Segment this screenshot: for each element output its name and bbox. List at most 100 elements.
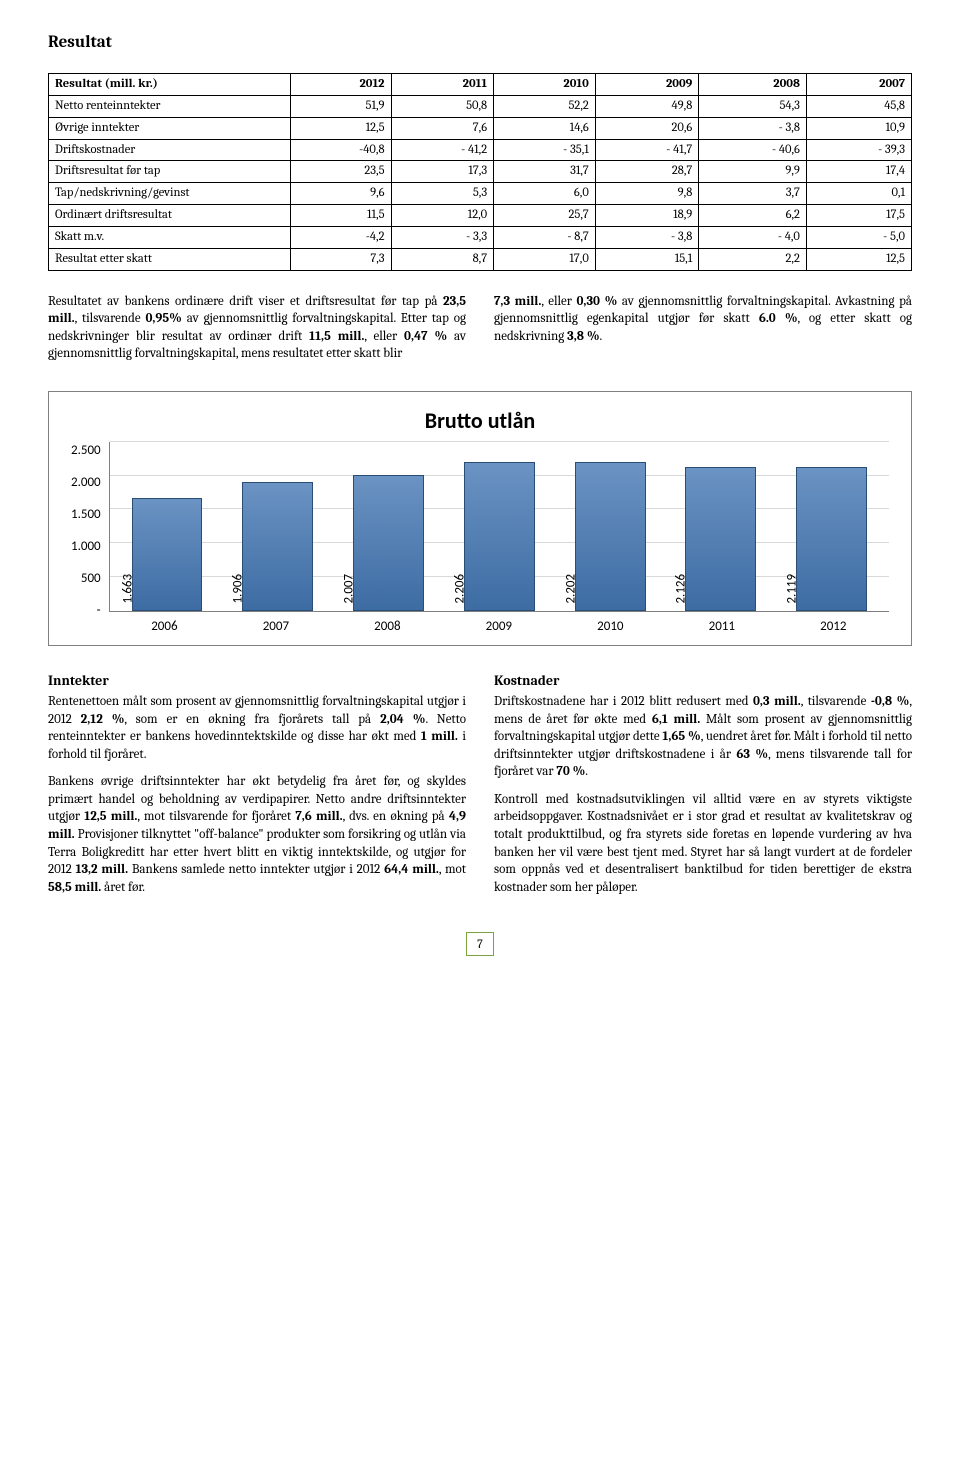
table-cell: - 5,0 bbox=[806, 227, 911, 249]
body-paragraph: Bankens øvrige driftsinntekter har økt b… bbox=[48, 773, 466, 896]
table-cell: 8,7 bbox=[391, 248, 494, 270]
body-paragraph: Driftskostnadene har i 2012 blitt reduse… bbox=[494, 693, 912, 781]
table-cell: 23,5 bbox=[290, 161, 391, 183]
chart-bar: 2.206 bbox=[464, 462, 535, 611]
table-row: Øvrige inntekter12,57,614,620,6- 3,810,9 bbox=[49, 117, 912, 139]
table-row: Ordinært driftsresultat11,512,025,718,96… bbox=[49, 205, 912, 227]
table-cell: 17,4 bbox=[806, 161, 911, 183]
table-cell: 54,3 bbox=[699, 95, 807, 117]
table-row-label: Driftsresultat før tap bbox=[49, 161, 291, 183]
section-heading-resultat: Resultat bbox=[48, 32, 912, 55]
chart-bar-value-label: 2.119 bbox=[784, 574, 802, 604]
table-cell: 17,3 bbox=[391, 161, 494, 183]
resultat-table: Resultat (mill. kr.)20122011201020092008… bbox=[48, 73, 912, 271]
table-header-label: Resultat (mill. kr.) bbox=[49, 73, 291, 95]
chart-bar-slot: 2.119 bbox=[776, 442, 887, 611]
chart-x-axis: 2006200720082009201020112012 bbox=[109, 618, 889, 636]
table-cell: - 4,0 bbox=[699, 227, 807, 249]
chart-bar: 2.126 bbox=[685, 467, 756, 611]
y-tick-label: 2.000 bbox=[71, 474, 101, 492]
body-paragraph: Kontroll med kostnadsutviklingen vil all… bbox=[494, 791, 912, 896]
table-cell: 3,7 bbox=[699, 183, 807, 205]
x-tick-label: 2010 bbox=[555, 618, 666, 636]
table-cell: - 3,3 bbox=[391, 227, 494, 249]
chart-bar: 1.906 bbox=[242, 482, 313, 611]
page-footer: 7 bbox=[48, 932, 912, 956]
chart-bar: 2.202 bbox=[575, 462, 646, 611]
table-cell: 9,9 bbox=[699, 161, 807, 183]
table-cell: 2,2 bbox=[699, 248, 807, 270]
chart-container: Brutto utlån 2.5002.0001.5001.000500- 1.… bbox=[48, 391, 912, 646]
table-cell: 6,2 bbox=[699, 205, 807, 227]
table-cell: 12,5 bbox=[290, 117, 391, 139]
x-tick-label: 2011 bbox=[666, 618, 777, 636]
table-cell: 49,8 bbox=[595, 95, 698, 117]
table-row: Resultat etter skatt7,38,717,015,12,212,… bbox=[49, 248, 912, 270]
section-heading-inntekter: Inntekter bbox=[48, 672, 466, 691]
chart-bar-slot: 2.007 bbox=[333, 442, 444, 611]
table-cell: -4,2 bbox=[290, 227, 391, 249]
mid-text-columns: Resultatet av bankens ordinære drift vis… bbox=[48, 293, 912, 373]
lower-text-columns: Inntekter Rentenettoen målt som prosent … bbox=[48, 672, 912, 906]
table-header-year: 2011 bbox=[391, 73, 494, 95]
chart-plot: 1.663 1.906 2.007 2.206 2.202 2.126 2.119 bbox=[109, 442, 889, 612]
table-cell: 9,6 bbox=[290, 183, 391, 205]
table-cell: 18,9 bbox=[595, 205, 698, 227]
table-row: Driftskostnader-40,8- 41,2- 35,1- 41,7- … bbox=[49, 139, 912, 161]
table-cell: 20,6 bbox=[595, 117, 698, 139]
table-cell: 52,2 bbox=[494, 95, 596, 117]
table-cell: 45,8 bbox=[806, 95, 911, 117]
table-cell: 28,7 bbox=[595, 161, 698, 183]
table-row-label: Øvrige inntekter bbox=[49, 117, 291, 139]
table-cell: 51,9 bbox=[290, 95, 391, 117]
table-cell: 12,0 bbox=[391, 205, 494, 227]
table-cell: 5,3 bbox=[391, 183, 494, 205]
table-header-year: 2009 bbox=[595, 73, 698, 95]
y-tick-label: - bbox=[97, 602, 101, 620]
table-cell: - 40,6 bbox=[699, 139, 807, 161]
table-cell: -40,8 bbox=[290, 139, 391, 161]
chart-bar-value-label: 2.202 bbox=[562, 574, 580, 604]
table-row: Netto renteinntekter51,950,852,249,854,3… bbox=[49, 95, 912, 117]
table-cell: 0,1 bbox=[806, 183, 911, 205]
table-cell: 7,6 bbox=[391, 117, 494, 139]
table-cell: 9,8 bbox=[595, 183, 698, 205]
chart-bar-value-label: 2.126 bbox=[673, 574, 691, 604]
table-header-year: 2007 bbox=[806, 73, 911, 95]
y-tick-label: 2.500 bbox=[71, 442, 101, 460]
table-row-label: Skatt m.v. bbox=[49, 227, 291, 249]
table-cell: - 8,7 bbox=[494, 227, 596, 249]
body-paragraph: 7,3 mill., eller 0,30 % av gjennomsnittl… bbox=[494, 293, 912, 346]
table-cell: - 41,7 bbox=[595, 139, 698, 161]
table-cell: 14,6 bbox=[494, 117, 596, 139]
page-number: 7 bbox=[466, 932, 494, 956]
table-cell: 7,3 bbox=[290, 248, 391, 270]
table-row-label: Tap/nedskrivning/gevinst bbox=[49, 183, 291, 205]
chart-bar-slot: 1.663 bbox=[112, 442, 223, 611]
table-cell: 6,0 bbox=[494, 183, 596, 205]
table-cell: - 39,3 bbox=[806, 139, 911, 161]
table-cell: - 3,8 bbox=[699, 117, 807, 139]
chart-bar-value-label: 2.206 bbox=[451, 574, 469, 604]
table-cell: 31,7 bbox=[494, 161, 596, 183]
x-tick-label: 2007 bbox=[220, 618, 331, 636]
table-cell: 17,0 bbox=[494, 248, 596, 270]
chart-title: Brutto utlån bbox=[71, 406, 889, 436]
table-header-year: 2008 bbox=[699, 73, 807, 95]
x-tick-label: 2008 bbox=[332, 618, 443, 636]
chart-bar-value-label: 2.007 bbox=[341, 574, 359, 604]
table-row-label: Ordinært driftsresultat bbox=[49, 205, 291, 227]
body-paragraph: Rentenettoen målt som prosent av gjennom… bbox=[48, 693, 466, 763]
table-cell: 11,5 bbox=[290, 205, 391, 227]
chart-bar-value-label: 1.663 bbox=[119, 574, 137, 604]
table-row-label: Netto renteinntekter bbox=[49, 95, 291, 117]
y-tick-label: 500 bbox=[81, 570, 101, 588]
chart-bar-slot: 1.906 bbox=[222, 442, 333, 611]
chart-bar-slot: 2.206 bbox=[444, 442, 555, 611]
x-tick-label: 2009 bbox=[443, 618, 554, 636]
chart-bar-value-label: 1.906 bbox=[230, 574, 248, 604]
table-cell: - 35,1 bbox=[494, 139, 596, 161]
chart-y-axis: 2.5002.0001.5001.000500- bbox=[71, 442, 109, 620]
x-tick-label: 2012 bbox=[778, 618, 889, 636]
table-cell: 17,5 bbox=[806, 205, 911, 227]
